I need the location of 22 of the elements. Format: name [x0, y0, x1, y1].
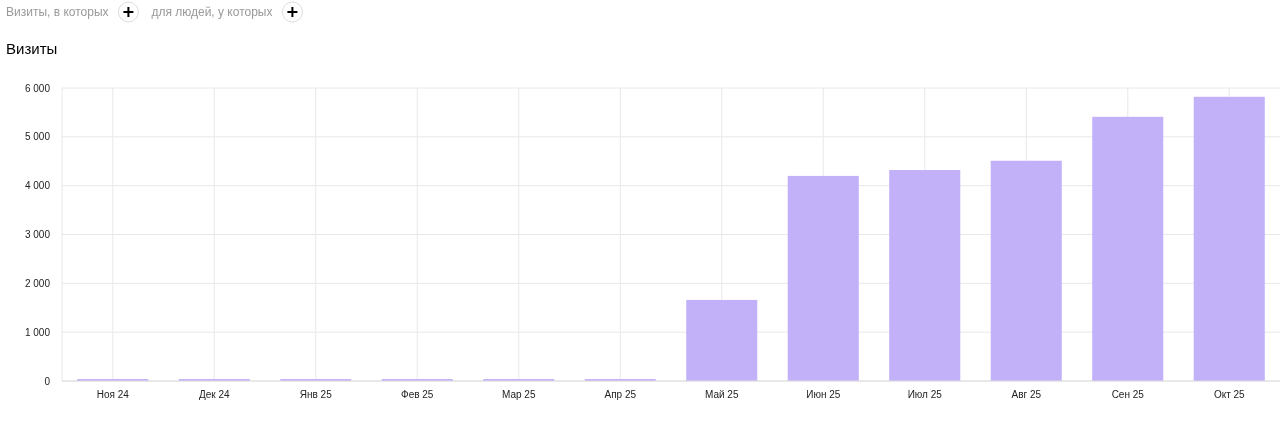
x-tick-label: Апр 25 — [604, 389, 637, 400]
x-tick-label: Май 25 — [705, 389, 739, 400]
x-tick-label: Фев 25 — [401, 389, 434, 400]
x-tick-label: Янв 25 — [299, 389, 333, 400]
x-tick-label: Авг 25 — [1011, 389, 1042, 400]
y-tick-label: 5 000 — [24, 131, 51, 143]
x-tick-label: Июл 25 — [907, 389, 943, 400]
x-tick-label: Мар 25 — [502, 389, 536, 400]
y-tick-label: 4 000 — [24, 180, 51, 192]
y-tick-label: 1 000 — [24, 326, 51, 338]
y-tick-label: 6 000 — [24, 82, 51, 94]
x-tick-label: Окт 25 — [1213, 389, 1246, 400]
chart-title: Визиты — [6, 40, 58, 57]
y-tick-label: 3 000 — [24, 229, 51, 240]
x-tick-label: Сен 25 — [1111, 389, 1145, 400]
text: Визиты, в которых — [6, 5, 109, 19]
x-tick-label: Дек 24 — [198, 389, 230, 400]
y-tick-label: 0 — [44, 375, 51, 387]
y-tick-label: 2 000 — [24, 277, 51, 289]
text: для людей, у которых — [151, 5, 273, 19]
x-tick-label: Июн 25 — [806, 389, 841, 400]
x-tick-label: Ноя 24 — [96, 389, 130, 400]
